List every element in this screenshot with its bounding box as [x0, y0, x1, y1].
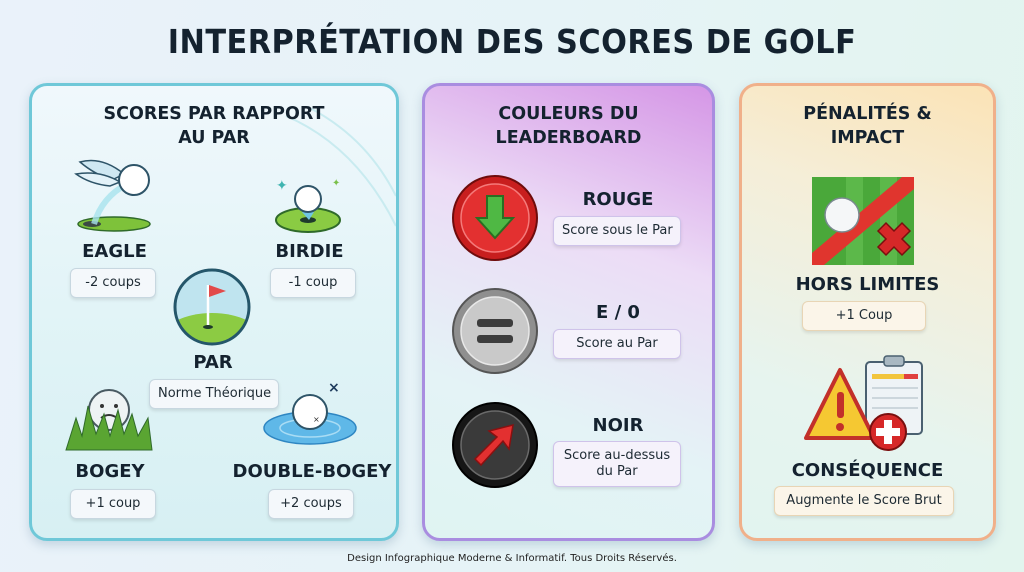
- svg-text:✦: ✦: [332, 178, 340, 189]
- penalties-panel-title: PÉNALITÉS & IMPACT: [803, 104, 932, 148]
- rouge-label: ROUGE: [582, 189, 654, 210]
- bogey-label: BOGEY: [75, 461, 145, 482]
- decorative-waves: [285, 106, 396, 227]
- par-value: Norme Théorique: [149, 379, 279, 409]
- consequence-value: Augmente le Score Brut: [774, 486, 954, 516]
- eagle-label: EAGLE: [82, 241, 147, 262]
- hors-limites-value: +1 Coup: [802, 301, 926, 331]
- ball-on-hole-icon: ✦ ✦: [275, 178, 341, 233]
- noir-value: Score au-dessus du Par: [553, 441, 681, 487]
- par-label: PAR: [193, 352, 233, 373]
- svg-text:×: ×: [328, 380, 340, 396]
- hors-limites-label: HORS LIMITES: [795, 274, 940, 295]
- birdie-value: -1 coup: [270, 268, 356, 298]
- winged-golf-ball-icon: [74, 159, 151, 232]
- consequence-label: CONSÉQUENCE: [791, 460, 944, 481]
- svg-text:✦: ✦: [276, 178, 288, 194]
- eagle-value: -2 coups: [70, 268, 156, 298]
- scores-panel-title: SCORES PAR RAPPORT AU PAR: [103, 104, 325, 148]
- noir-label: NOIR: [592, 415, 644, 436]
- penalties-panel: PÉNALITÉS & IMPACT HORS LIMITES +1 Coup …: [739, 83, 996, 541]
- birdie-label: BIRDIE: [275, 241, 344, 262]
- leaderboard-panel: COULEURS DU LEADERBOARD ROUGE Score sous…: [422, 83, 715, 541]
- rouge-value: Score sous le Par: [553, 216, 681, 246]
- gray-equals-button-icon: [452, 288, 538, 374]
- black-up-arrow-button-icon: [452, 402, 538, 488]
- e-zero-value: Score au Par: [553, 329, 681, 359]
- footer-text: Design Infographique Moderne & Informati…: [347, 553, 677, 564]
- page-title: INTERPRÉTATION DES SCORES DE GOLF: [167, 22, 857, 61]
- out-of-bounds-icon: [812, 177, 914, 265]
- e-zero-label: E / 0: [596, 302, 640, 323]
- leaderboard-panel-title: COULEURS DU LEADERBOARD: [495, 104, 642, 148]
- double-bogey-value: +2 coups: [268, 489, 354, 519]
- scores-panel: SCORES PAR RAPPORT AU PAR EAGLE -2 coups…: [29, 83, 399, 541]
- sad-ball-in-grass-icon: [65, 389, 153, 451]
- ball-in-water-icon: × ×: [263, 380, 357, 445]
- svg-text:×: ×: [313, 415, 320, 424]
- double-bogey-label: DOUBLE-BOGEY: [232, 461, 392, 482]
- bogey-value: +1 coup: [70, 489, 156, 519]
- flag-on-green-icon: [173, 268, 251, 346]
- red-down-arrow-button-icon: [452, 175, 538, 261]
- warning-scorecard-icon: [804, 355, 923, 451]
